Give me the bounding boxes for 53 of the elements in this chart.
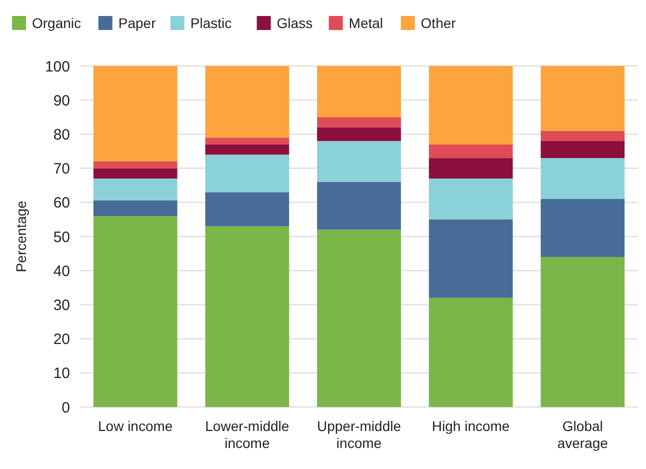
- bar: [428, 178, 513, 220]
- y-tick-label: 0: [62, 399, 70, 416]
- bar: [540, 130, 625, 142]
- x-tick-label: Global average: [557, 418, 608, 451]
- legend-label: Paper: [118, 15, 156, 31]
- y-tick-label: 40: [53, 262, 70, 280]
- y-tick-label: 10: [53, 365, 70, 382]
- x-tick-label: Upper-middle income: [316, 418, 402, 451]
- legend-label: Plastic: [190, 15, 232, 31]
- bar: [540, 256, 625, 407]
- bar: [205, 144, 290, 155]
- bar: [93, 178, 178, 200]
- bar: [540, 66, 625, 131]
- bar: [317, 117, 401, 128]
- y-axis-title: Percentage: [13, 200, 29, 272]
- bar: [93, 161, 178, 168]
- legend-label: Other: [420, 15, 456, 31]
- bar: [93, 168, 178, 179]
- bar: [93, 216, 178, 407]
- bar: [205, 226, 290, 407]
- legend-label: Metal: [348, 15, 384, 31]
- bar: [205, 192, 290, 226]
- x-tick-label: Low income: [98, 418, 173, 434]
- legend-label: Organic: [32, 15, 82, 31]
- bar: [540, 198, 625, 257]
- legend-label: Glass: [276, 15, 313, 31]
- bar: [93, 66, 178, 162]
- bar: [205, 138, 290, 144]
- bar: [93, 200, 178, 216]
- bar: [317, 127, 401, 142]
- y-tick-label: 70: [53, 160, 70, 178]
- y-tick-label: 60: [53, 194, 70, 212]
- bar: [205, 154, 290, 192]
- bar: [428, 219, 513, 298]
- bar: [428, 144, 513, 158]
- bar: [317, 66, 401, 118]
- y-tick-label: 20: [53, 331, 70, 348]
- bar: [428, 66, 513, 144]
- bar: [428, 298, 513, 407]
- bar: [317, 141, 401, 182]
- y-tick-label: 100: [44, 58, 70, 76]
- x-tick-label: Lower-middle income: [205, 418, 290, 451]
- bar: [205, 66, 290, 138]
- bar: [540, 141, 625, 158]
- y-tick-label: 50: [53, 228, 70, 246]
- y-tick-label: 90: [53, 92, 70, 110]
- y-tick-label: 80: [53, 126, 70, 144]
- x-tick-label: High income: [432, 418, 510, 434]
- bar: [428, 158, 513, 179]
- bar: [540, 158, 625, 199]
- y-tick-label: 30: [53, 296, 70, 314]
- bar: [317, 182, 401, 230]
- bar: [317, 230, 401, 407]
